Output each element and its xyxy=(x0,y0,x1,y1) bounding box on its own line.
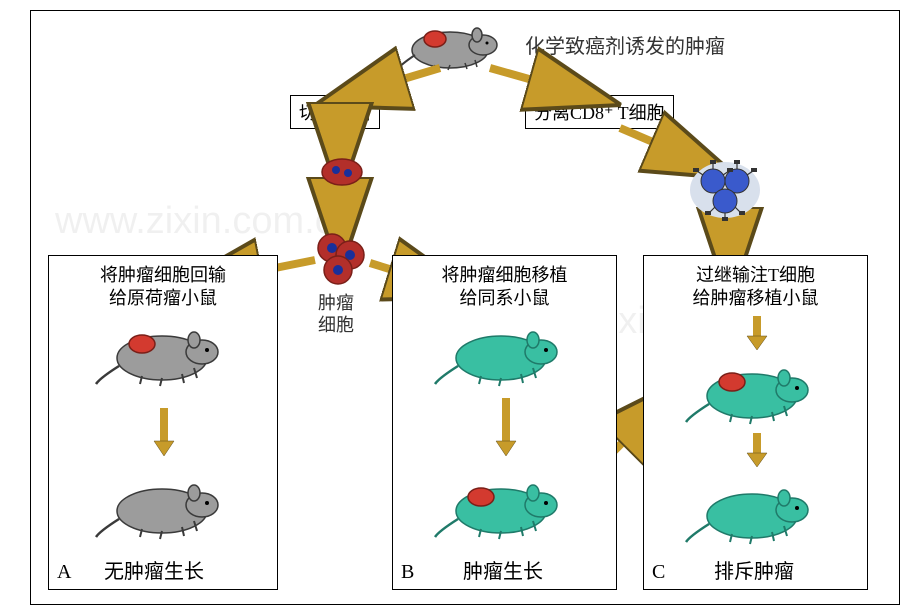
panel-c-arrow-1 xyxy=(742,314,772,354)
panel-c-arrow-2 xyxy=(742,431,772,471)
panel-a-result: 无肿瘤生长 xyxy=(104,555,204,584)
panel-a-text: 将肿瘤细胞回输 给原荷瘤小鼠 xyxy=(49,264,277,311)
panel-a-mouse-2 xyxy=(94,471,234,541)
panel-b-arrow xyxy=(491,396,521,461)
panel-b-mouse-2 xyxy=(433,471,573,541)
panel-b: 将肿瘤细胞移植 给同系小鼠 B 肿瘤生长 xyxy=(392,255,617,590)
panel-a-mouse-1 xyxy=(94,318,234,388)
top-mouse xyxy=(395,15,515,75)
t-cells-icon xyxy=(685,155,765,225)
panel-b-mouse-1 xyxy=(433,318,573,388)
tumor-cells-text: 肿瘤 细胞 xyxy=(318,293,354,335)
panel-c: 过继输注T细胞 给肿瘤移植小鼠 C 排斥肿瘤 xyxy=(643,255,868,590)
surgery-box: 切除肿瘤 xyxy=(290,95,380,129)
isolate-t-box: 分离CD8⁺ T细胞 xyxy=(525,95,674,129)
panel-c-result: 排斥肿瘤 xyxy=(714,555,794,584)
panel-b-result: 肿瘤生长 xyxy=(463,555,543,584)
panel-a-arrow xyxy=(149,406,179,461)
excised-tumor xyxy=(318,155,368,190)
tumor-cells-label: 肿瘤 细胞 xyxy=(318,293,354,336)
panel-c-mouse-2 xyxy=(684,476,824,546)
panel-b-text: 将肿瘤细胞移植 给同系小鼠 xyxy=(393,264,616,311)
panel-a: 将肿瘤细胞回输 给原荷瘤小鼠 A 无肿瘤生长 xyxy=(48,255,278,590)
panel-a-tag: A xyxy=(57,561,71,584)
isolate-t-text: 分离CD8⁺ T细胞 xyxy=(534,103,665,123)
panel-c-tag: C xyxy=(652,561,665,584)
title-label: 化学致癌剂诱发的肿瘤 xyxy=(525,30,725,59)
panel-b-tag: B xyxy=(401,561,414,584)
panel-c-mouse-1 xyxy=(684,356,824,426)
panel-c-text: 过继输注T细胞 给肿瘤移植小鼠 xyxy=(644,264,867,311)
tumor-cells-icon xyxy=(310,230,370,290)
